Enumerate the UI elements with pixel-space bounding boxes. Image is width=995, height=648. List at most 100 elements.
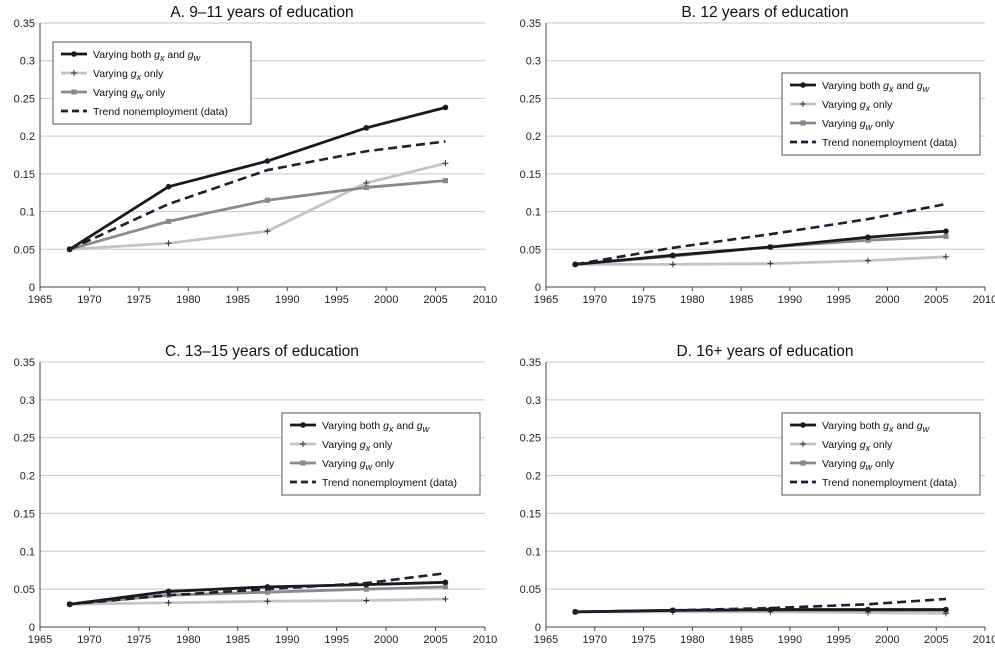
data-point (767, 260, 774, 267)
data-point (865, 237, 871, 243)
x-tick-label: 2005 (924, 294, 948, 306)
y-tick-label: 0.1 (526, 207, 541, 219)
legend-label: Varying gw only (93, 87, 166, 101)
y-tick-label: 0.35 (520, 357, 541, 369)
x-tick-label: 2010 (473, 294, 497, 306)
legend-label: Varying both gx and gw (93, 49, 201, 63)
x-tick-label: 2010 (973, 294, 995, 306)
legend-marker (800, 460, 806, 466)
x-tick-label: 2010 (973, 634, 995, 646)
data-point (865, 606, 871, 613)
x-tick-label: 1970 (77, 294, 101, 306)
x-tick-label: 1965 (28, 634, 52, 646)
legend: Varying both gx and gw Varying gx only Var… (281, 412, 481, 496)
data-point (165, 218, 172, 224)
x-tick-label: 1980 (176, 294, 200, 306)
y-tick-label: 0.25 (14, 433, 35, 445)
data-point (942, 253, 949, 260)
x-tick-label: 1995 (324, 634, 348, 646)
x-tick-label: 2005 (423, 634, 447, 646)
data-point (165, 240, 172, 247)
data-point (165, 588, 172, 595)
y-tick-label: 0.15 (520, 508, 541, 520)
x-tick-label: 1985 (729, 634, 753, 646)
series-line-2 (69, 161, 446, 251)
x-tick-label: 1980 (680, 294, 704, 306)
legend-label: Varying both gx and gw (322, 420, 430, 434)
x-tick-label: 2010 (473, 634, 497, 646)
y-tick-label: 0.2 (526, 131, 541, 143)
y-tick-label: 0.2 (526, 471, 541, 483)
y-tick-label: 0.15 (14, 508, 35, 520)
y-tick-label: 0 (535, 622, 541, 634)
data-point (264, 158, 271, 164)
x-tick-label: 1980 (176, 634, 200, 646)
y-tick-label: 0.1 (20, 207, 35, 219)
y-tick-label: 0.3 (20, 56, 35, 68)
legend-label: Trend nonemployment (data) (822, 477, 957, 489)
x-tick-label: 1985 (226, 294, 250, 306)
y-tick-label: 0.25 (520, 433, 541, 445)
legend-label: Varying gw only (822, 118, 895, 132)
y-tick-label: 0.05 (520, 584, 541, 596)
y-tick-label: 0.1 (20, 546, 35, 558)
x-tick-label: 1975 (631, 634, 655, 646)
y-tick-label: 0.05 (14, 244, 35, 256)
legend-marker (300, 422, 306, 428)
x-tick-label: 1995 (324, 294, 348, 306)
series-line-4 (575, 202, 947, 266)
x-tick-label: 2005 (924, 634, 948, 646)
data-point (442, 178, 449, 184)
data-point (442, 104, 449, 111)
y-tick-label: 0.35 (14, 18, 35, 30)
data-point (442, 579, 449, 586)
x-tick-label: 1985 (729, 294, 753, 306)
data-point (669, 261, 676, 268)
x-tick-label: 2000 (374, 634, 398, 646)
legend-label: Varying gw only (822, 458, 895, 472)
legend-marker (300, 460, 306, 466)
chart-title: A. 9–11 years of education (170, 4, 353, 21)
legend-label: Varying both gx and gw (822, 80, 930, 94)
y-tick-label: 0 (535, 282, 541, 294)
data-point (943, 228, 949, 234)
data-point (670, 252, 676, 259)
legend-marker (800, 422, 806, 428)
x-tick-label: 2000 (875, 294, 899, 306)
y-tick-label: 0.1 (526, 546, 541, 558)
y-tick-label: 0.3 (526, 56, 541, 68)
y-tick-label: 0.15 (14, 169, 35, 181)
y-tick-label: 0.05 (14, 584, 35, 596)
y-tick-label: 0 (29, 622, 35, 634)
legend-marker (800, 101, 806, 107)
legend-label: Trend nonemployment (data) (822, 137, 957, 149)
data-point (165, 183, 172, 190)
data-point (943, 606, 949, 613)
y-tick-label: 0 (29, 282, 35, 294)
legend-label: Varying gx only (93, 68, 164, 82)
data-point (442, 584, 449, 590)
data-point (363, 586, 369, 592)
y-tick-label: 0.35 (520, 18, 541, 30)
legend-marker (800, 120, 806, 126)
x-tick-label: 1975 (127, 634, 151, 646)
legend-label: Varying gx only (322, 439, 393, 453)
data-point (363, 597, 370, 604)
x-tick-label: 1990 (778, 634, 802, 646)
x-tick-label: 1970 (583, 294, 607, 306)
chart-panel-1: A. 9–11 years of education 0 0.05 0.1 0.15 0.… (14, 4, 498, 306)
data-point (442, 595, 449, 602)
chart-title: D. 16+ years of education (676, 343, 853, 360)
legend-label: Trend nonemployment (data) (93, 106, 228, 118)
legend: Varying both gx and gw Varying gx only Var… (781, 412, 981, 496)
y-tick-label: 0.15 (520, 169, 541, 181)
x-tick-label: 1965 (534, 294, 558, 306)
legend-marker (300, 441, 306, 447)
x-tick-label: 1995 (826, 634, 850, 646)
chart-title: B. 12 years of education (681, 4, 848, 21)
chart-panel-3: C. 13–15 years of education 0 0.05 0.1 0.15 0… (14, 343, 498, 646)
legend-marker (800, 441, 806, 447)
x-tick-label: 2000 (374, 294, 398, 306)
